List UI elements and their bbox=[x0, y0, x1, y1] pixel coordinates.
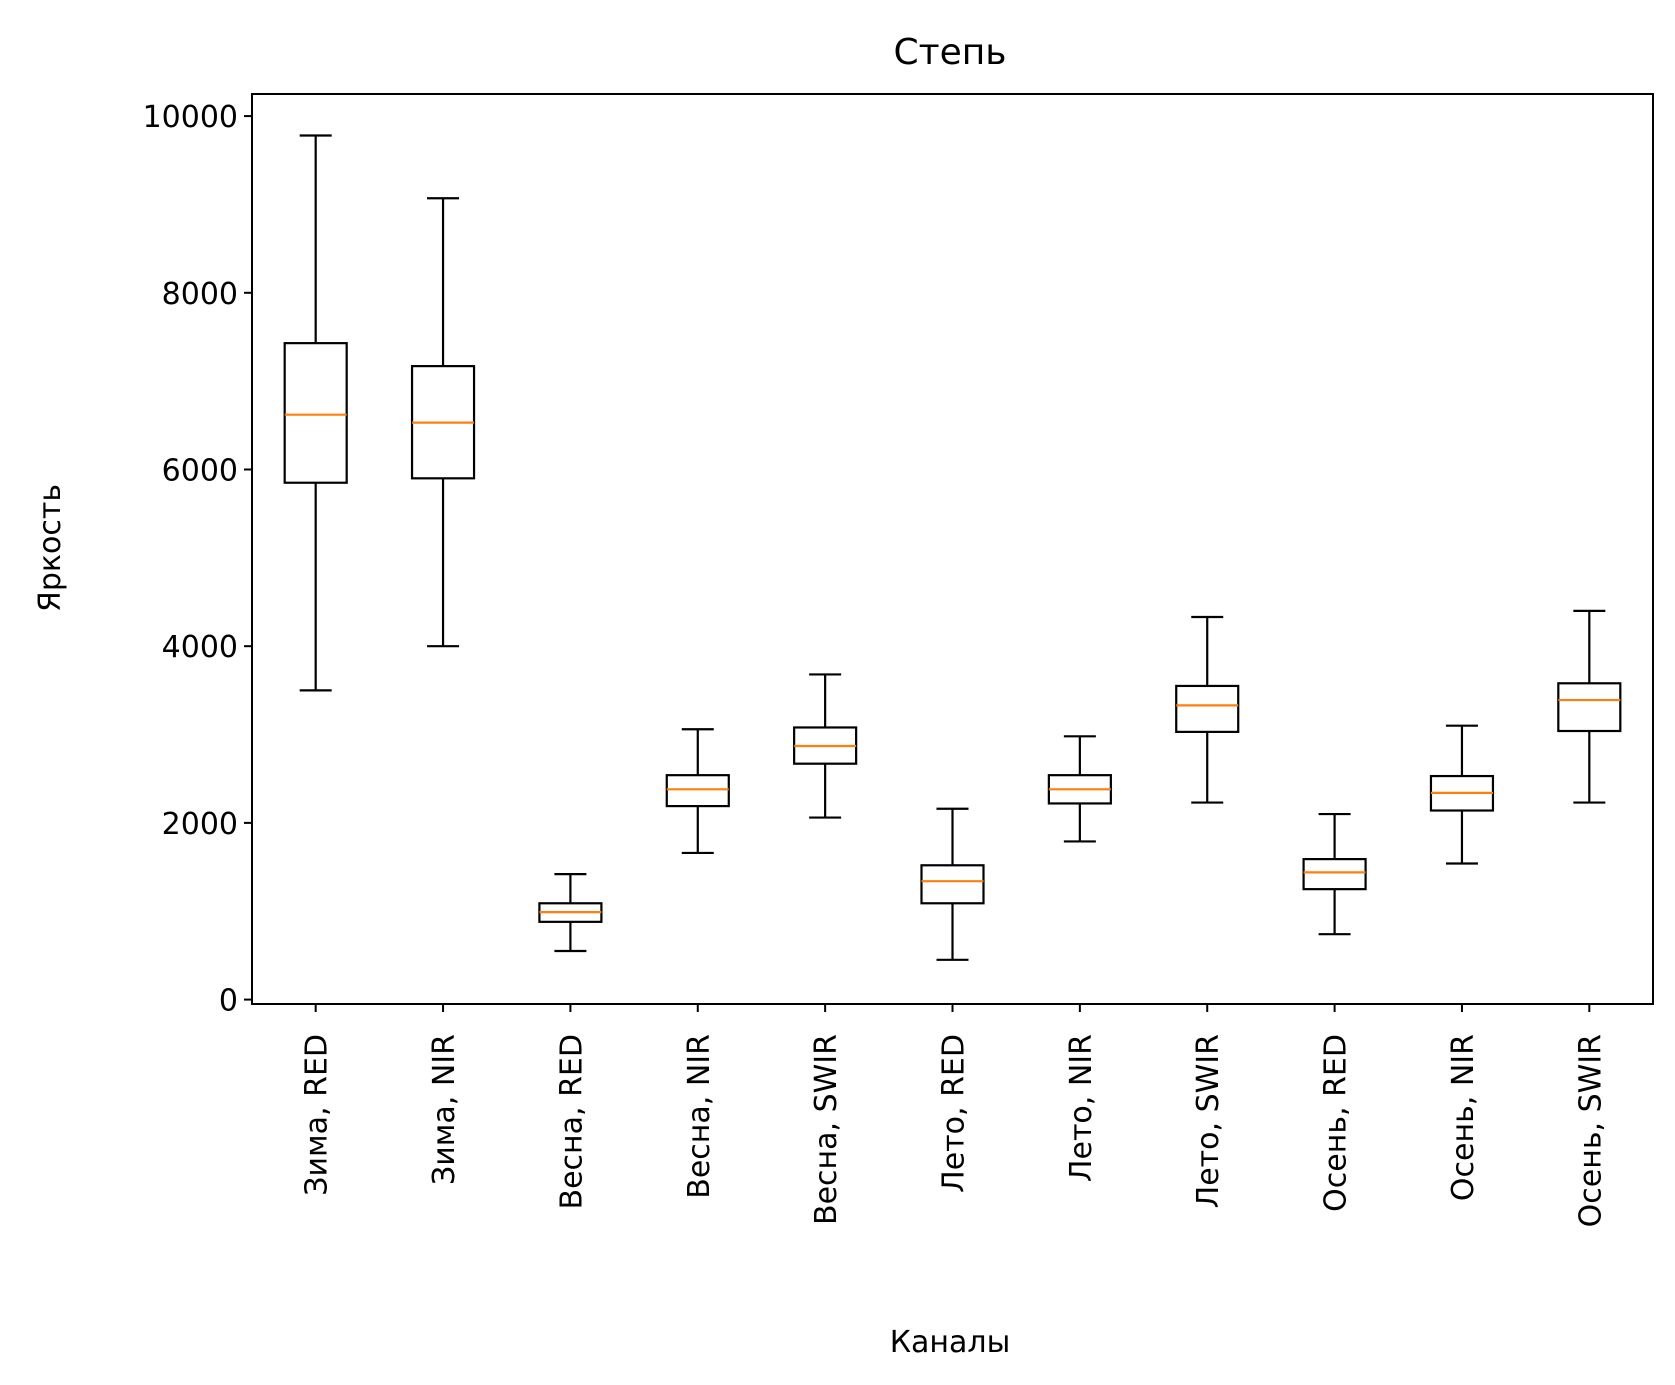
y-axis-label: Яркость bbox=[33, 484, 68, 612]
box-11 bbox=[1557, 609, 1622, 804]
y-tick-label: 2000 bbox=[162, 807, 238, 842]
y-tick-label: 4000 bbox=[162, 630, 238, 665]
x-axis-label: Каналы bbox=[890, 1325, 1011, 1360]
x-tick-label: Лето, NIR bbox=[1064, 1034, 1099, 1182]
y-tick-label: 6000 bbox=[162, 453, 238, 488]
x-tick-label: Зима, NIR bbox=[427, 1034, 462, 1185]
box-body bbox=[1557, 682, 1622, 733]
box-8 bbox=[1175, 615, 1240, 804]
y-tick-label: 0 bbox=[219, 984, 238, 1019]
box-10 bbox=[1429, 724, 1495, 865]
box-5 bbox=[793, 673, 858, 819]
box-9 bbox=[1302, 812, 1367, 936]
x-tick-label: Осень, SWIR bbox=[1573, 1034, 1608, 1227]
x-axis-ticks: Зима, RED Зима, NIR Весна, RED Весна, NIR Ве… bbox=[300, 1004, 1608, 1227]
box-body bbox=[920, 864, 985, 905]
box-series bbox=[283, 134, 1622, 961]
box-body bbox=[283, 342, 348, 484]
y-axis-ticks: 0 2000 4000 6000 8000 10000 bbox=[143, 100, 252, 1019]
x-tick-label: Весна, NIR bbox=[682, 1034, 717, 1199]
box-4 bbox=[665, 728, 730, 855]
x-tick-label: Весна, SWIR bbox=[809, 1034, 844, 1225]
x-tick-label: Осень, NIR bbox=[1446, 1034, 1481, 1201]
chart-title: Степь bbox=[893, 32, 1006, 73]
box-7 bbox=[1047, 735, 1112, 843]
x-tick-label: Весна, RED bbox=[554, 1034, 589, 1210]
box-body bbox=[1302, 858, 1367, 891]
x-tick-label: Лето, RED bbox=[937, 1034, 972, 1193]
x-tick-label: Лето, SWIR bbox=[1191, 1034, 1226, 1208]
box-3 bbox=[538, 873, 603, 953]
x-tick-label: Осень, RED bbox=[1319, 1034, 1354, 1212]
y-tick-label: 10000 bbox=[143, 100, 238, 135]
box-body bbox=[665, 774, 730, 808]
box-2 bbox=[410, 197, 476, 648]
box-6 bbox=[920, 807, 985, 961]
x-tick-label: Зима, RED bbox=[300, 1034, 335, 1196]
box-body bbox=[1175, 684, 1240, 733]
plot-area-frame bbox=[251, 93, 1654, 1005]
box-1 bbox=[283, 134, 348, 692]
y-tick-label: 8000 bbox=[162, 277, 238, 312]
